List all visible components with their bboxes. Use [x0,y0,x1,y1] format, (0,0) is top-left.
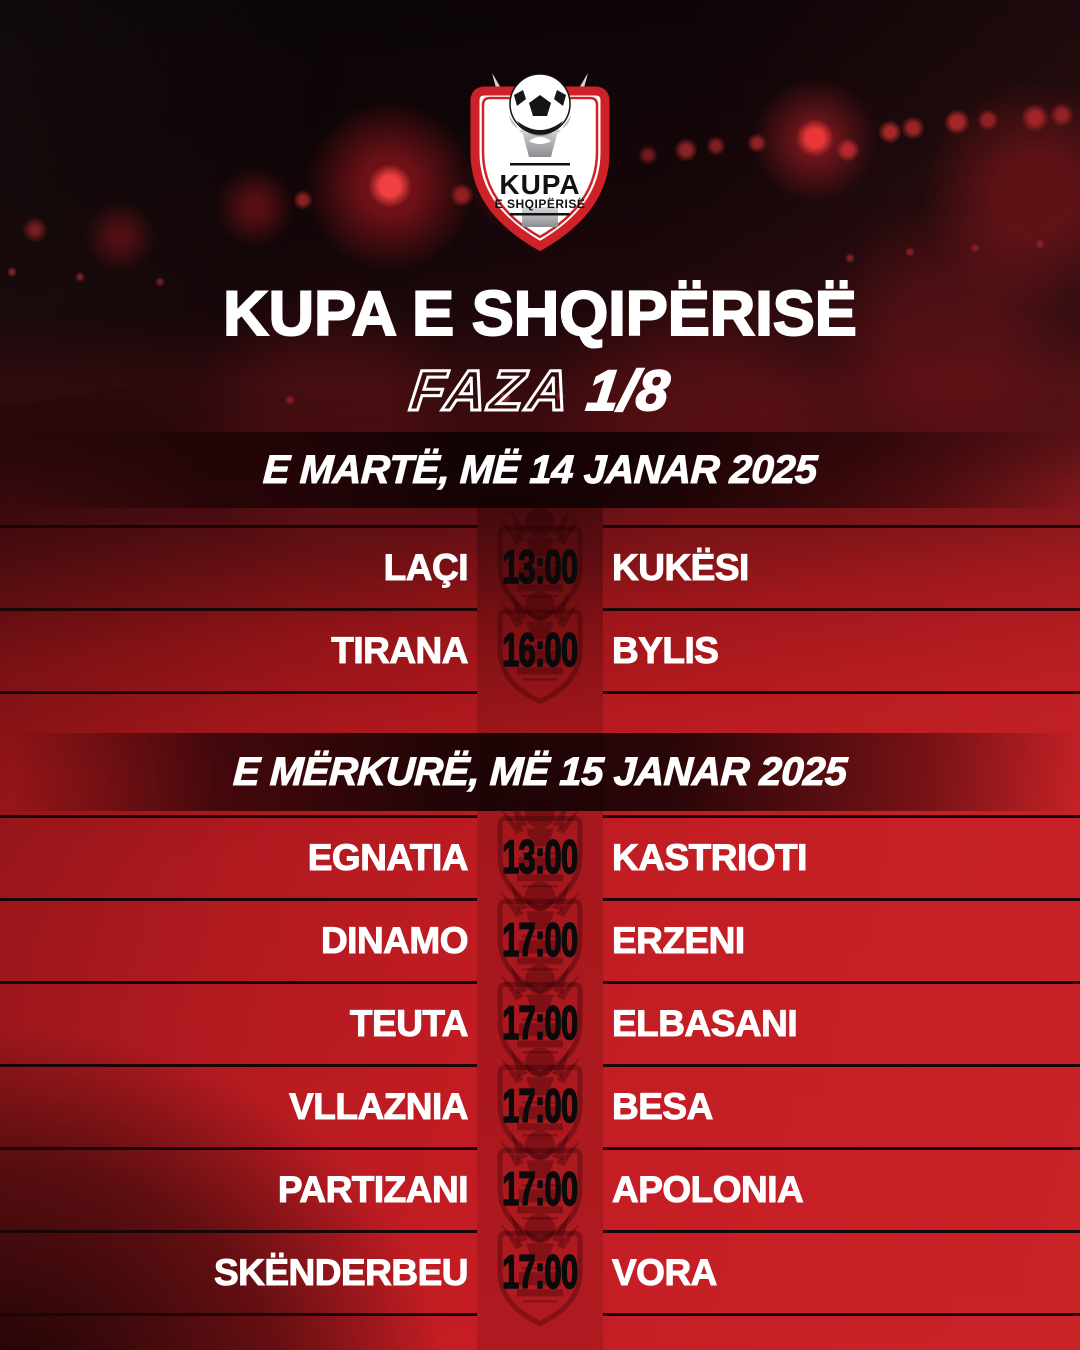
match-row: PARTIZANI 17:00 APOLONIA [0,1150,1080,1230]
stage-label: FAZA [405,358,577,425]
separator-line [0,1313,1080,1316]
away-team: ELBASANI [612,1003,799,1045]
away-team: KUKËSI [612,547,750,589]
kickoff-time: 17:00 [502,1162,579,1217]
away-team: VORA [612,1252,718,1294]
kickoff-time: 16:00 [502,623,579,678]
rule-top [510,163,570,166]
date-day2: E MËRKURË, MË 15 JANAR 2025 [232,749,849,794]
home-team: EGNATIA [307,837,469,879]
date-day1: E MARTË, MË 14 JANAR 2025 [262,447,819,492]
kickoff-time: 17:00 [502,913,579,968]
date-band-day1: E MARTË, MË 14 JANAR 2025 [0,432,1080,508]
trophy-icon [509,115,571,157]
fixtures-day2: EGNATIA 13:00 KASTRIOTI DINAMO 17:00 ERZ… [0,815,1080,1316]
shield-icon [470,86,610,252]
kickoff-time-cell: 17:00 [477,984,603,1064]
kickoff-time: 17:00 [502,996,579,1051]
away-team: ERZENI [612,920,746,962]
kickoff-time-cell: 13:00 [477,528,603,608]
cup-logo: KUPA E SHQIPËRISË [470,73,610,252]
match-row: DINAMO 17:00 ERZENI [0,901,1080,981]
rule-bottom [510,213,570,216]
separator-line [0,1147,1080,1150]
home-team: DINAMO [320,920,469,962]
poster-title: KUPA E SHQIPËRISË [222,279,858,349]
home-team: TIRANA [331,630,469,672]
separator-line [0,1230,1080,1233]
kickoff-time: 17:00 [502,1079,579,1134]
separator-line [0,815,1080,818]
home-team: TEUTA [349,1003,469,1045]
match-row: TIRANA 16:00 BYLIS [0,611,1080,691]
match-row: EGNATIA 13:00 KASTRIOTI [0,818,1080,898]
pedestal [522,207,558,227]
stage-fraction: 1/8 [582,358,674,424]
soccer-ball-icon [509,73,571,135]
separator-line [0,981,1080,984]
home-team: VLLAZNIA [289,1086,469,1128]
stage-heading: FAZA 1/8 [0,358,1080,425]
badge-kupa-text: KUPA [499,169,580,200]
badge-subtitle-text: E SHQIPËRISË [495,196,586,211]
kickoff-time-cell: 17:00 [477,1150,603,1230]
away-team: BESA [612,1086,714,1128]
separator-line [0,525,1080,528]
match-row: VLLAZNIA 17:00 BESA [0,1067,1080,1147]
match-row: TEUTA 17:00 ELBASANI [0,984,1080,1064]
kickoff-time: 13:00 [502,540,579,595]
kickoff-time-cell: 17:00 [477,1233,603,1313]
kickoff-time-cell: 17:00 [477,1067,603,1147]
away-team: KASTRIOTI [612,837,808,879]
match-row: LAÇI 13:00 KUKËSI [0,528,1080,608]
separator-line [0,898,1080,901]
home-team: LAÇI [383,547,469,589]
kickoff-time-cell: 13:00 [477,818,603,898]
home-team: PARTIZANI [277,1169,469,1211]
kickoff-time-cell: 16:00 [477,611,603,691]
fixtures-day1: LAÇI 13:00 KUKËSI TIRANA 16:00 BYLIS [0,525,1080,694]
kickoff-time: 13:00 [502,830,579,885]
separator-line [0,608,1080,611]
away-team: BYLIS [612,630,720,672]
kickoff-time: 17:00 [502,1245,579,1300]
separator-line [0,1064,1080,1067]
match-row: SKËNDERBEU 17:00 VORA [0,1233,1080,1313]
home-team: SKËNDERBEU [213,1252,469,1294]
kickoff-time-cell: 17:00 [477,901,603,981]
away-team: APOLONIA [612,1169,805,1211]
date-band-day2: E MËRKURË, MË 15 JANAR 2025 [0,733,1080,811]
separator-line [0,691,1080,694]
